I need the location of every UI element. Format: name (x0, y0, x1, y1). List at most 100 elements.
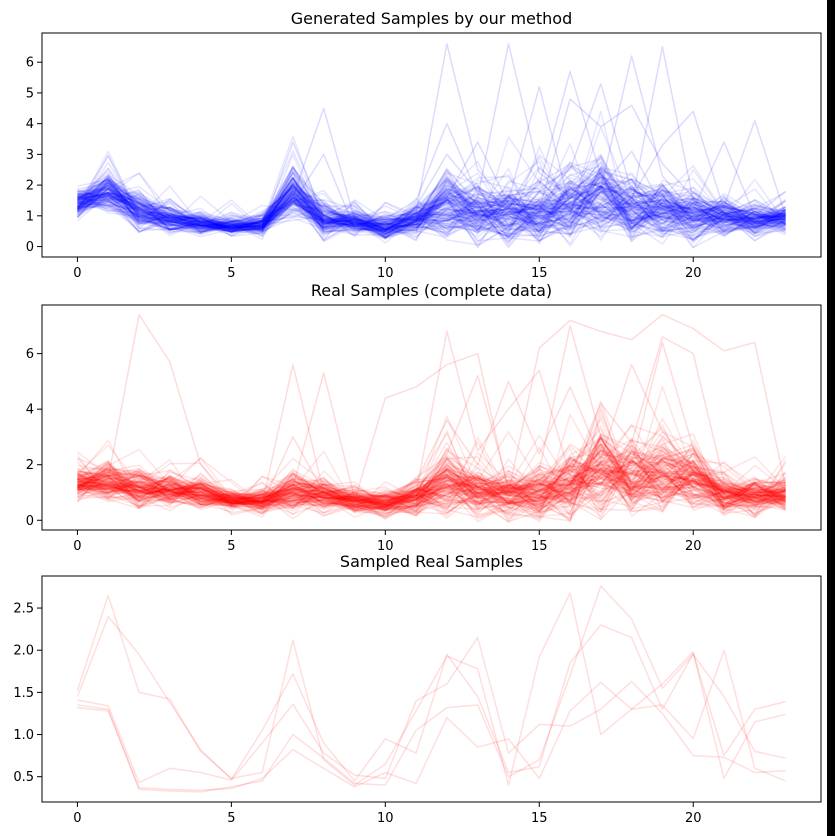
sample-line (77, 170, 786, 238)
sample-line (76, 445, 787, 511)
sample-line (77, 439, 787, 512)
sample-line (77, 175, 787, 238)
sample-line (76, 167, 786, 244)
x-tick-label: 5 (227, 811, 235, 826)
sample-line (76, 453, 786, 518)
sample-line (77, 192, 786, 241)
sample-line (76, 164, 786, 234)
sample-line (77, 199, 786, 234)
sample-line (77, 443, 786, 516)
sample-line (77, 406, 786, 519)
sample-line (76, 169, 786, 242)
sample-line (77, 150, 786, 239)
sample-line (77, 161, 786, 230)
x-tick-label: 5 (227, 539, 235, 554)
sample-line (77, 168, 786, 235)
sample-line (77, 457, 786, 511)
sample-line (77, 446, 786, 517)
sample-line (77, 441, 786, 515)
x-tick-label: 20 (685, 539, 702, 554)
x-tick-label: 10 (377, 539, 394, 554)
sample-line (77, 427, 786, 508)
sample-line (77, 183, 786, 249)
sample-line (77, 478, 786, 511)
sample-line (76, 453, 786, 516)
sample-line (77, 143, 786, 235)
sample-line (77, 176, 786, 247)
sample-line (76, 167, 786, 247)
sample-line (77, 179, 786, 238)
sample-line (77, 181, 786, 239)
sample-line (77, 469, 786, 512)
sample-line (77, 447, 786, 511)
sample-line (77, 179, 786, 242)
sample-line (77, 447, 786, 513)
sample-line (76, 432, 786, 508)
sample-line (77, 461, 786, 507)
sample-line (76, 146, 786, 238)
y-tick-label: 4 (26, 117, 34, 132)
sample-line (76, 178, 786, 238)
sample-line (77, 424, 786, 514)
sample-line (77, 178, 786, 236)
sample-line (77, 441, 786, 512)
sample-line (77, 176, 786, 234)
sample-line (77, 447, 786, 523)
sample-line (77, 180, 786, 236)
sample-line (77, 436, 786, 511)
sample-line (77, 169, 786, 240)
sample-line (76, 179, 786, 236)
sample-line (76, 167, 787, 238)
sample-line (76, 183, 786, 237)
sample-line (77, 180, 787, 235)
sample-line (77, 449, 786, 509)
sample-line (77, 135, 786, 235)
window-edge (827, 0, 835, 836)
sample-line (76, 448, 786, 513)
sample-line (76, 185, 787, 238)
sample-line (77, 136, 786, 236)
y-tick-label: 2 (26, 458, 34, 473)
sample-line (77, 191, 786, 241)
x-tick-label: 0 (73, 266, 81, 281)
sample-line (77, 450, 787, 516)
sample-line (77, 456, 786, 518)
sample-line (76, 171, 786, 232)
sample-line (77, 433, 786, 507)
x-tick-label: 0 (73, 811, 81, 826)
sample-line (77, 186, 786, 236)
sample-line (77, 167, 786, 237)
sample-line (77, 196, 786, 249)
sample-line (77, 472, 786, 513)
sample-line (77, 169, 786, 235)
sample-line (77, 431, 786, 520)
sample-line (77, 168, 786, 237)
x-tick-label: 5 (227, 266, 235, 281)
series-line-1 (77, 313, 786, 505)
y-tick-label: 5 (26, 86, 34, 101)
sample-line (77, 191, 786, 241)
plot-frame (41, 304, 822, 531)
sample-line (76, 457, 786, 520)
sample-line (77, 443, 786, 517)
sample-line (77, 418, 787, 523)
sample-line (77, 425, 786, 514)
sample-line (77, 452, 786, 510)
sample-line (77, 188, 787, 242)
y-tick-label: 0 (26, 514, 34, 529)
x-tick-label: 20 (685, 811, 702, 826)
plot-frame (41, 575, 822, 803)
series-line-5 (77, 82, 787, 229)
sample-line (77, 173, 786, 235)
sample-line (77, 191, 786, 233)
sample-line (76, 437, 786, 509)
sample-line (76, 153, 786, 245)
sample-line (76, 437, 787, 516)
sample-line (77, 443, 786, 512)
y-tick-label: 4 (26, 403, 34, 418)
sample-line (77, 469, 786, 516)
sample-line (77, 449, 786, 515)
sample-line (76, 447, 786, 520)
sample-line (76, 444, 786, 518)
